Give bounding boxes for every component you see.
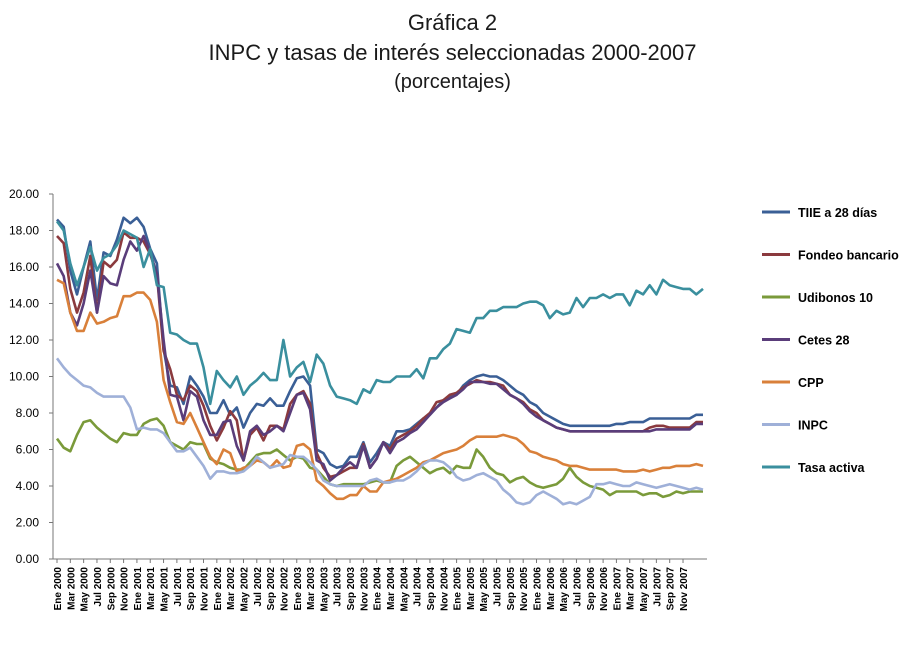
series-line-6 bbox=[55, 357, 704, 506]
x-tick-label: Nov 2002 bbox=[279, 567, 290, 611]
y-tick-label: 12.00 bbox=[9, 333, 39, 347]
x-tick-label: Mar 2007 bbox=[626, 567, 637, 610]
x-tick-label: Mar 2004 bbox=[386, 567, 397, 610]
x-tick-label: Nov 2005 bbox=[519, 567, 530, 611]
x-tick-label: Nov 2004 bbox=[439, 567, 450, 611]
legend-label: Fondeo bancario bbox=[798, 249, 899, 263]
y-tick-label: 2.00 bbox=[16, 516, 40, 530]
y-tick-label: 0.00 bbox=[16, 552, 40, 566]
x-tick-label: Sep 2000 bbox=[106, 567, 117, 611]
legend-label: Udibonos 10 bbox=[798, 291, 873, 305]
y-tick-label: 4.00 bbox=[16, 479, 40, 493]
x-tick-label: May 2001 bbox=[160, 567, 171, 612]
x-tick-label: May 2002 bbox=[239, 567, 250, 612]
x-tick-label: Ene 2005 bbox=[453, 567, 464, 611]
y-tick-label: 14.00 bbox=[9, 297, 39, 311]
chart-unit: (porcentajes) bbox=[394, 71, 511, 93]
x-tick-label: Mar 2001 bbox=[146, 567, 157, 610]
series-line-7 bbox=[55, 220, 704, 406]
x-tick-label: Sep 2002 bbox=[266, 567, 277, 611]
y-tick-label: 8.00 bbox=[16, 406, 40, 420]
x-tick-label: Jul 2002 bbox=[253, 567, 264, 607]
x-tick-label: Sep 2003 bbox=[346, 567, 357, 611]
chart-title-block: Gráfica 2 INPC y tasas de interés selecc… bbox=[0, 8, 905, 96]
x-tick-label: Mar 2002 bbox=[226, 567, 237, 610]
x-tick-label: May 2006 bbox=[559, 567, 570, 612]
x-tick-label: May 2007 bbox=[639, 567, 650, 612]
y-tick-label: 6.00 bbox=[16, 443, 40, 457]
x-tick-label: Sep 2007 bbox=[666, 567, 677, 611]
x-tick-label: Jul 2004 bbox=[413, 567, 424, 607]
y-tick-label: 18.00 bbox=[9, 224, 39, 238]
x-tick-label: Ene 2007 bbox=[612, 567, 623, 611]
x-tick-label: May 2000 bbox=[80, 567, 91, 612]
chart-title: Gráfica 2 bbox=[407, 10, 498, 35]
x-tick-label: May 2005 bbox=[479, 567, 490, 612]
x-tick-label: May 2004 bbox=[399, 567, 410, 612]
x-tick-label: Ene 2006 bbox=[533, 567, 544, 611]
x-tick-label: Ene 2003 bbox=[293, 567, 304, 611]
y-tick-label: 10.00 bbox=[9, 370, 39, 384]
x-tick-label: Jul 2001 bbox=[173, 567, 184, 607]
x-tick-label: May 2003 bbox=[319, 567, 330, 612]
chart-subtitle: INPC y tasas de interés seleccionadas 20… bbox=[208, 40, 697, 65]
x-tick-label: Sep 2001 bbox=[186, 567, 197, 611]
legend-label: TIIE a 28 días bbox=[798, 206, 877, 220]
x-tick-label: Nov 2007 bbox=[679, 567, 690, 611]
x-tick-label: Jul 2003 bbox=[333, 567, 344, 607]
y-tick-label: 16.00 bbox=[9, 260, 39, 274]
series-line-4 bbox=[55, 234, 703, 482]
x-tick-label: Jul 2007 bbox=[652, 567, 663, 607]
x-tick-label: Jul 2006 bbox=[572, 567, 583, 607]
x-tick-label: Ene 2002 bbox=[213, 567, 224, 611]
series-line-5 bbox=[56, 278, 704, 501]
x-tick-label: Nov 2003 bbox=[359, 567, 370, 611]
x-tick-label: Ene 2001 bbox=[133, 567, 144, 611]
x-tick-label: Sep 2006 bbox=[586, 567, 597, 611]
y-tick-label: 20.00 bbox=[9, 187, 39, 201]
x-tick-label: Nov 2006 bbox=[599, 567, 610, 611]
x-tick-label: Sep 2004 bbox=[426, 567, 437, 611]
x-tick-label: Jul 2005 bbox=[493, 567, 504, 607]
x-tick-label: Nov 2001 bbox=[200, 567, 211, 611]
x-tick-label: Mar 2000 bbox=[66, 567, 77, 610]
x-tick-label: Mar 2005 bbox=[466, 567, 477, 610]
x-tick-label: Mar 2003 bbox=[306, 567, 317, 610]
legend-label: Tasa activa bbox=[798, 461, 866, 475]
legend-label: Cetes 28 bbox=[798, 334, 849, 348]
x-tick-label: Ene 2000 bbox=[53, 567, 64, 611]
legend-label: CPP bbox=[798, 376, 824, 390]
x-tick-label: Sep 2005 bbox=[506, 567, 517, 611]
x-tick-label: Jul 2000 bbox=[93, 567, 104, 607]
legend-label: INPC bbox=[798, 419, 828, 433]
x-tick-label: Ene 2004 bbox=[373, 567, 384, 611]
x-tick-label: Nov 2000 bbox=[120, 567, 131, 611]
x-tick-label: Mar 2006 bbox=[546, 567, 557, 610]
